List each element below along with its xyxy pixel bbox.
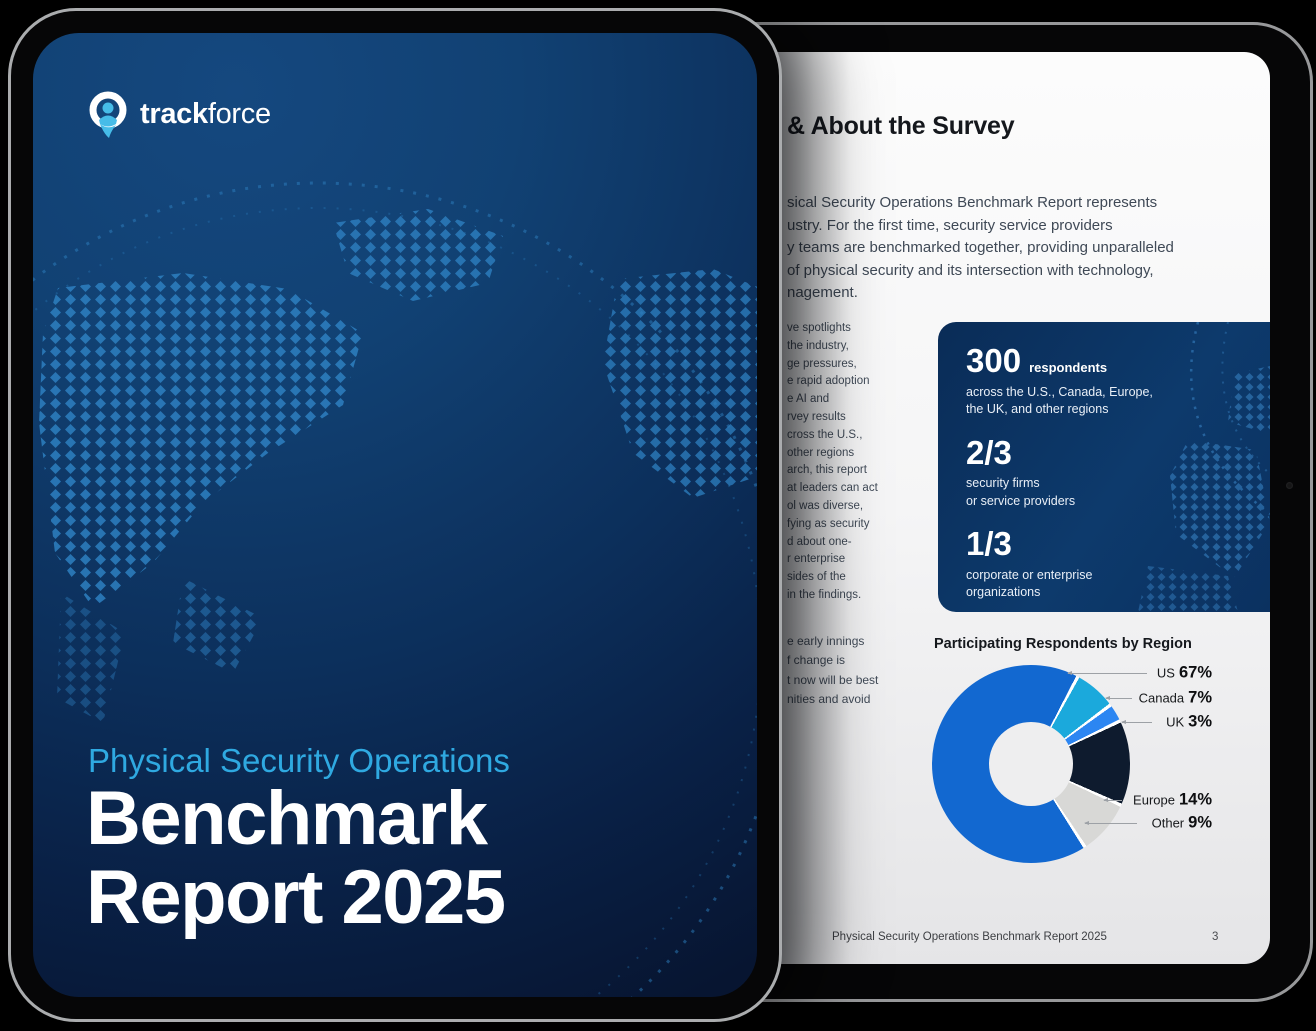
leader-line xyxy=(1067,671,1147,675)
cover-globe-graphic xyxy=(33,181,757,997)
chart-label-value: 7% xyxy=(1188,688,1212,707)
leader-line xyxy=(1105,696,1132,700)
cover-title: Benchmark Report 2025 xyxy=(86,776,506,940)
chart-label-name: Canada xyxy=(1138,690,1185,706)
stat-value: 1/3 xyxy=(966,525,1012,563)
stat-desc-line: security firms xyxy=(966,476,1040,491)
chart-label-name: Other xyxy=(1151,815,1185,831)
chart-label-value: 9% xyxy=(1188,813,1212,832)
stat-desc-line: corporate or enterprise xyxy=(966,567,1093,582)
column-line: in the findings. xyxy=(787,588,862,601)
donut-hole xyxy=(989,722,1073,806)
leader-line xyxy=(1084,821,1137,825)
stat-desc-line: across the U.S., Canada, Europe, xyxy=(966,384,1153,399)
stats-globe-graphic xyxy=(1138,322,1270,612)
stat-corporate: 1/3 corporate or enterprise organization… xyxy=(966,527,1153,602)
chart-label-europe: Europe 14% xyxy=(1133,791,1212,810)
chart-title: Participating Respondents by Region xyxy=(934,636,1192,652)
column-line: r enterprise xyxy=(787,553,846,566)
closing-line: e early innings xyxy=(787,634,865,648)
stat-desc-line: the UK, and other regions xyxy=(966,402,1109,417)
column-line: e rapid adoption xyxy=(787,375,870,388)
column-line: e AI and xyxy=(787,393,830,406)
trackforce-pin-icon xyxy=(89,91,127,138)
intro-line: of physical security and its intersectio… xyxy=(787,261,1154,279)
page-title: & About the Survey xyxy=(787,112,1015,140)
intro-line: y teams are benchmarked together, provid… xyxy=(787,239,1174,256)
logo-text-bold: track xyxy=(140,97,208,130)
chart-label-value: 14% xyxy=(1178,790,1212,809)
intro-line: ustry. For the first time, security serv… xyxy=(787,216,1113,234)
rear-camera-dot xyxy=(1286,482,1293,489)
left-tablet-frame: trackforce Physical Security Operations … xyxy=(8,8,782,1022)
chart-label-us: US 67% xyxy=(1157,664,1212,683)
column-line: ve spotlights xyxy=(787,322,851,334)
cover-subtitle: Physical Security Operations xyxy=(88,742,510,779)
column-line: the industry, xyxy=(787,339,849,352)
cover-screen: trackforce Physical Security Operations … xyxy=(33,33,757,997)
closing-line: f change is xyxy=(787,653,846,668)
column-line: ge pressures, xyxy=(787,357,857,370)
stat-desc-line: or service providers xyxy=(966,493,1076,508)
leader-line xyxy=(1121,720,1152,724)
intro-paragraph: sical Security Operations Benchmark Repo… xyxy=(787,192,1174,305)
chart-label-uk: UK 3% xyxy=(1166,713,1212,732)
stat-desc: across the U.S., Canada, Europe, the UK,… xyxy=(966,384,1153,419)
intro-line: sical Security Operations Benchmark Repo… xyxy=(787,194,1158,211)
stats-content: 300 respondents across the U.S., Canada,… xyxy=(966,342,1153,602)
chart-label-other: Other 9% xyxy=(1152,814,1212,833)
stat-value: 300 xyxy=(966,342,1022,379)
chart-label-name: UK xyxy=(1166,714,1185,730)
donut-chart xyxy=(932,665,1130,863)
closing-line: nities and avoid xyxy=(787,691,871,706)
trackforce-logo: trackforce xyxy=(85,89,271,139)
chart-label-name: US xyxy=(1156,665,1175,681)
logo-text: trackforce xyxy=(140,98,271,131)
footer-text: Physical Security Operations Benchmark R… xyxy=(832,931,1107,943)
column-line: fying as security xyxy=(787,517,870,530)
page-number: 3 xyxy=(1212,931,1219,943)
cover-title-line2: Report 2025 xyxy=(86,855,506,940)
chart-label-canada: Canada 7% xyxy=(1139,689,1212,708)
column-line: cross the U.S., xyxy=(787,428,863,441)
cover-title-line1: Benchmark xyxy=(86,776,488,861)
column-line: sides of the xyxy=(787,571,846,584)
survey-stats-box: 300 respondents across the U.S., Canada,… xyxy=(938,322,1270,612)
column-line: arch, this report xyxy=(787,464,867,477)
column-line: ol was diverse, xyxy=(787,499,864,512)
stat-desc: security firms or service providers xyxy=(966,475,1153,510)
chart-label-value: 67% xyxy=(1178,663,1212,682)
closing-paragraph: e early innings f change is t now will be … xyxy=(787,632,878,709)
stat-unit: respondents xyxy=(1029,360,1108,375)
right-tablet-frame: & About the Survey sical Security Operat… xyxy=(695,22,1313,1002)
closing-line: t now will be best xyxy=(787,672,879,687)
chart-label-name: Europe xyxy=(1133,792,1175,808)
logo-text-light: force xyxy=(207,97,271,130)
column-line: at leaders can act xyxy=(787,482,878,495)
column-line: rvey results xyxy=(787,410,846,423)
report-page-screen: & About the Survey sical Security Operat… xyxy=(722,52,1270,964)
leader-line xyxy=(1103,798,1122,802)
stat-security-firms: 2/3 security firms or service providers xyxy=(966,433,1153,511)
stat-desc-line: organizations xyxy=(966,585,1041,600)
stat-respondents: 300 respondents across the U.S., Canada,… xyxy=(966,342,1153,419)
stat-value: 2/3 xyxy=(966,433,1012,471)
left-column-text: ve spotlights the industry, ge pressures, e… xyxy=(787,320,878,605)
column-line: d about one- xyxy=(787,535,852,548)
column-line: other regions xyxy=(787,446,855,459)
stat-desc: corporate or enterprise organizations xyxy=(966,567,1153,602)
chart-label-value: 3% xyxy=(1188,712,1212,731)
intro-line: nagement. xyxy=(787,284,858,301)
